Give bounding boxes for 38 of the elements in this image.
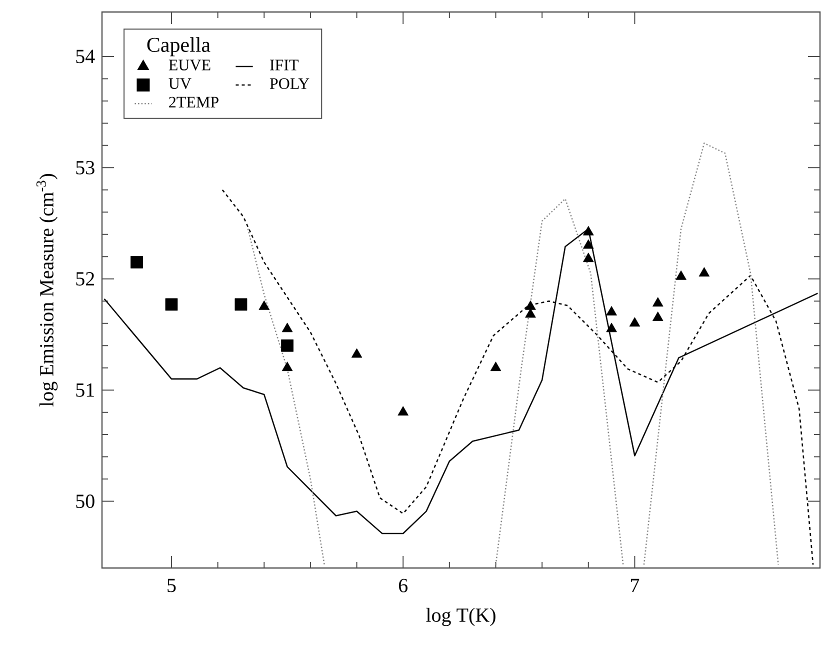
y-axis-title: log Emission Measure (cm$^{-3}$) bbox=[36, 174, 58, 406]
legend-label: IFIT bbox=[270, 60, 299, 70]
y-tick-label: 51 bbox=[76, 383, 94, 397]
point bbox=[282, 322, 293, 332]
point bbox=[490, 362, 502, 372]
point bbox=[351, 348, 362, 358]
point bbox=[582, 239, 594, 249]
legend-label: 2TEMP bbox=[169, 96, 218, 108]
y-tick-label: 53 bbox=[76, 160, 94, 174]
y-tick-label: 50 bbox=[76, 494, 94, 508]
point bbox=[582, 226, 594, 236]
point bbox=[258, 300, 270, 310]
point bbox=[676, 270, 686, 280]
point bbox=[525, 308, 536, 318]
point bbox=[652, 297, 664, 307]
y-tick-label: 52 bbox=[76, 272, 94, 286]
point bbox=[165, 298, 178, 311]
point bbox=[606, 306, 617, 316]
x-tick-label: 6 bbox=[398, 578, 408, 592]
legend-label: POLY bbox=[270, 78, 310, 89]
point bbox=[525, 300, 536, 310]
point bbox=[282, 362, 293, 372]
x-tick-label: 5 bbox=[168, 578, 176, 592]
point bbox=[234, 298, 248, 311]
legend-title: Capella bbox=[147, 37, 210, 56]
legend-label: UV bbox=[168, 78, 192, 89]
x-tick-label: 7 bbox=[631, 578, 640, 592]
point bbox=[582, 252, 594, 262]
point bbox=[130, 256, 143, 268]
y-tick-label: 54 bbox=[76, 50, 95, 64]
point bbox=[606, 322, 617, 332]
point bbox=[398, 406, 408, 416]
point bbox=[281, 339, 294, 352]
point bbox=[698, 267, 710, 277]
point bbox=[652, 312, 664, 321]
point bbox=[629, 317, 640, 327]
legend-label: EUVE bbox=[168, 60, 210, 70]
x-axis-title: log T(K) bbox=[426, 608, 496, 626]
